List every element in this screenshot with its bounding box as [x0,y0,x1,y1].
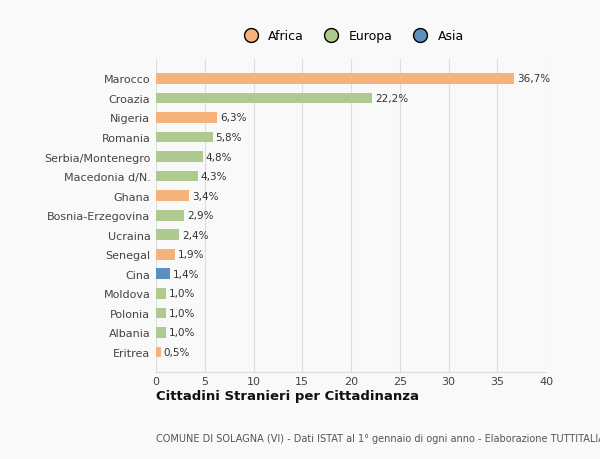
Text: 22,2%: 22,2% [376,94,409,104]
Text: 6,3%: 6,3% [220,113,247,123]
Bar [156,210,184,221]
Bar [156,74,514,84]
Text: 4,8%: 4,8% [206,152,232,162]
Text: 1,0%: 1,0% [169,328,195,338]
Bar [156,171,198,182]
Bar [156,249,175,260]
Text: COMUNE DI SOLAGNA (VI) - Dati ISTAT al 1° gennaio di ogni anno - Elaborazione TU: COMUNE DI SOLAGNA (VI) - Dati ISTAT al 1… [156,433,600,442]
Text: 2,9%: 2,9% [187,211,214,221]
Text: 1,0%: 1,0% [169,289,195,299]
Text: 36,7%: 36,7% [517,74,550,84]
Bar [156,113,217,123]
Bar [156,327,166,338]
Bar [156,191,189,202]
Legend: Africa, Europa, Asia: Africa, Europa, Asia [233,25,469,48]
Text: Cittadini Stranieri per Cittadinanza: Cittadini Stranieri per Cittadinanza [156,389,419,403]
Bar [156,152,203,162]
Bar [156,230,179,241]
Text: 4,3%: 4,3% [201,172,227,182]
Bar [156,288,166,299]
Bar [156,269,170,280]
Text: 3,4%: 3,4% [192,191,218,201]
Text: 1,0%: 1,0% [169,308,195,318]
Text: 0,5%: 0,5% [164,347,190,357]
Bar [156,308,166,319]
Bar [156,132,212,143]
Bar [156,93,373,104]
Text: 1,4%: 1,4% [173,269,199,279]
Text: 2,4%: 2,4% [182,230,209,240]
Bar [156,347,161,358]
Text: 5,8%: 5,8% [215,133,242,143]
Text: 1,9%: 1,9% [178,250,204,260]
